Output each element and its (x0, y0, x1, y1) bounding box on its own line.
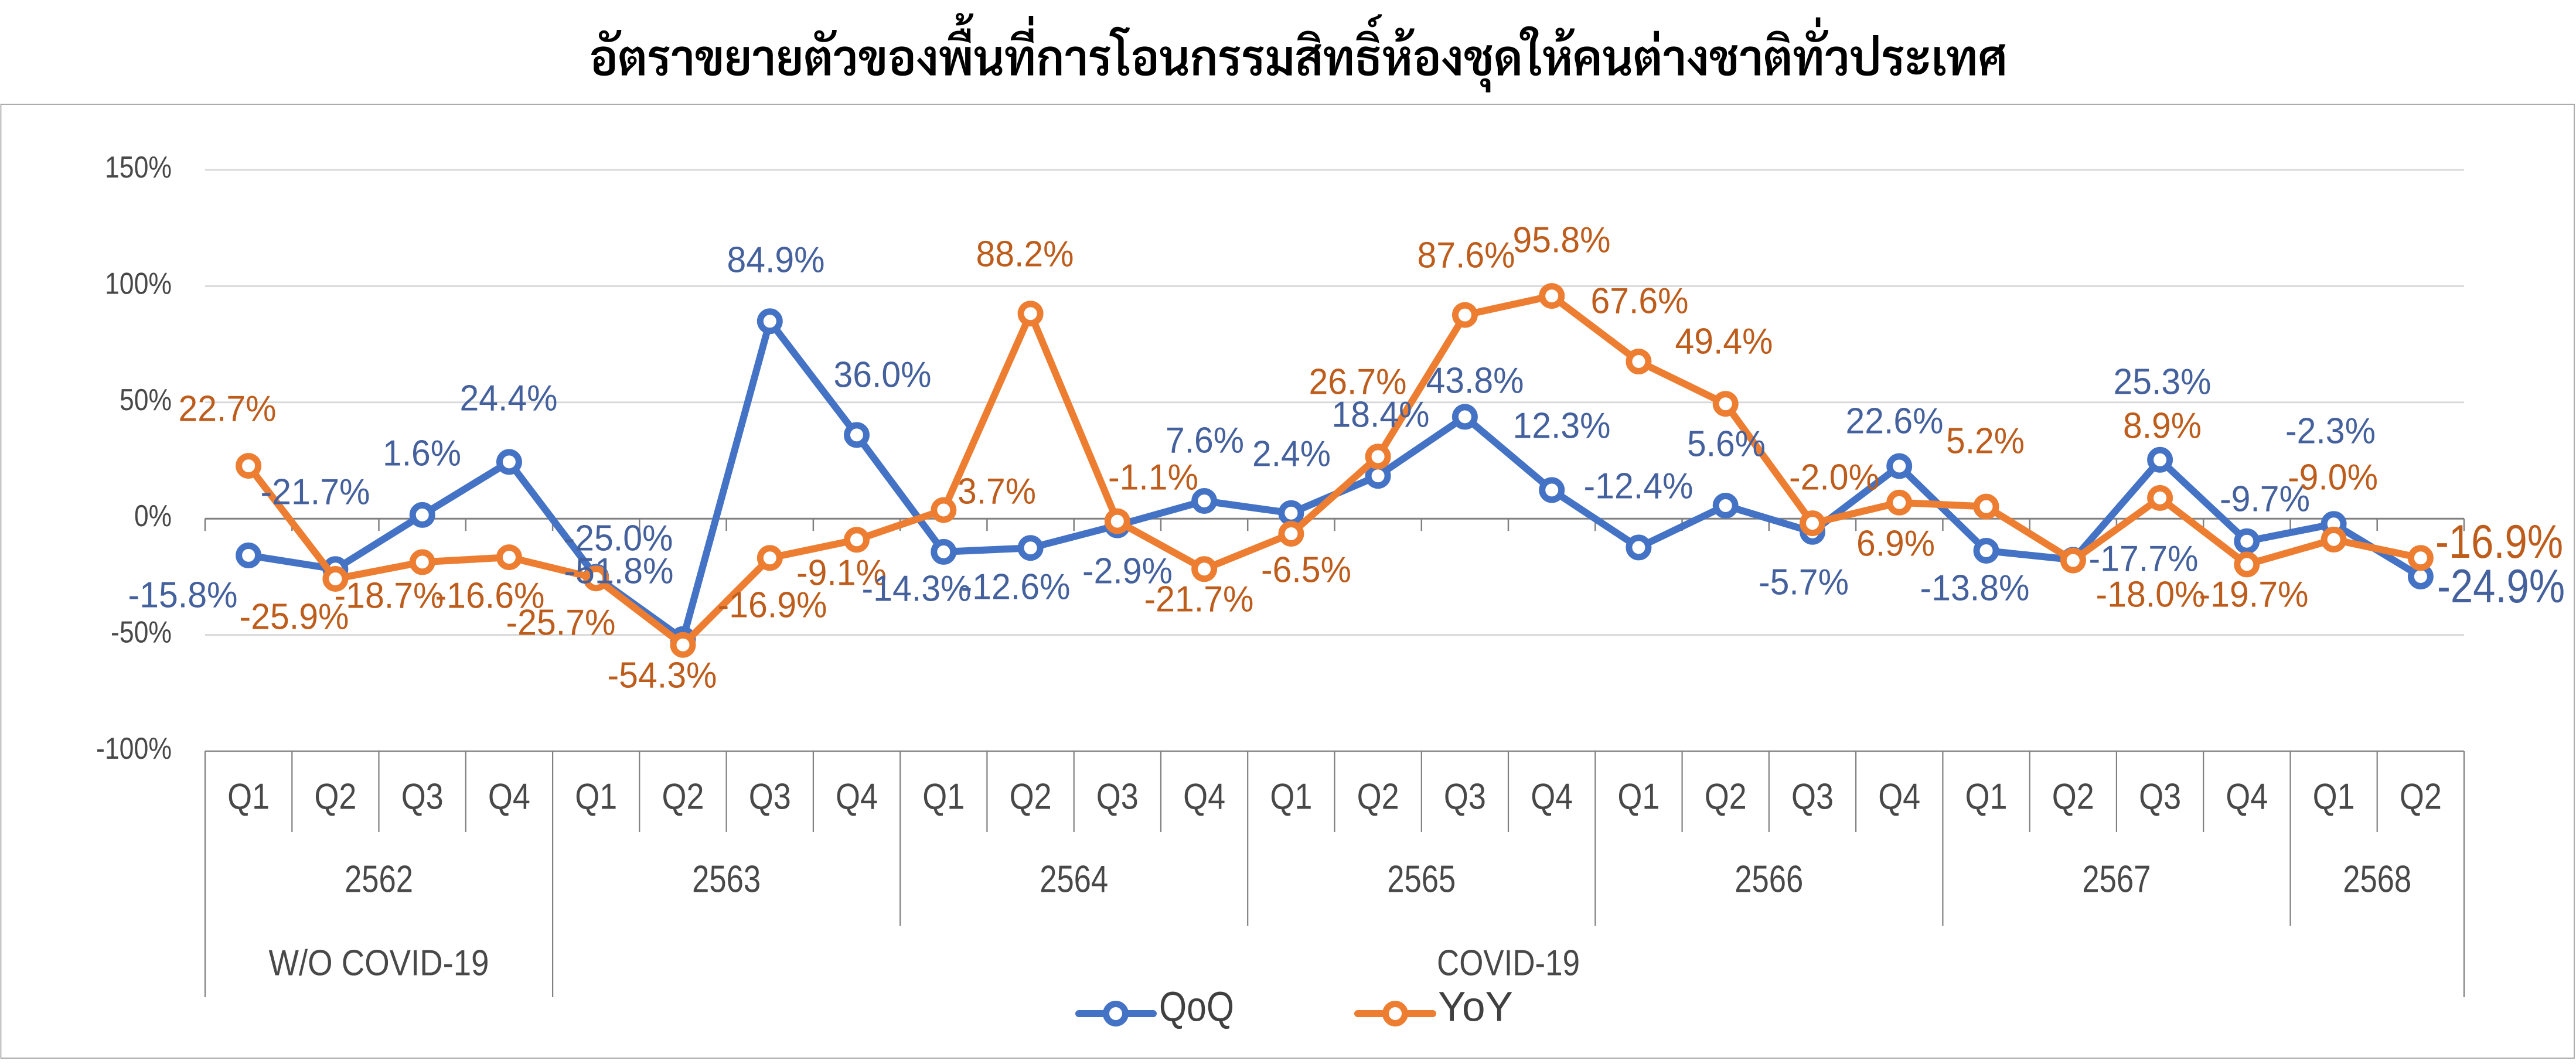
svg-text:24.4%: 24.4% (460, 378, 558, 419)
svg-text:-5.7%: -5.7% (1759, 562, 1849, 603)
svg-text:87.6%: 87.6% (1418, 236, 1515, 276)
svg-text:Q1: Q1 (1270, 777, 1312, 817)
svg-text:Q2: Q2 (314, 777, 356, 817)
svg-text:84.9%: 84.9% (727, 240, 825, 281)
svg-text:50%: 50% (120, 383, 172, 417)
svg-text:Q2: Q2 (662, 777, 704, 817)
svg-text:Q2: Q2 (1705, 777, 1747, 817)
svg-text:-9.7%: -9.7% (2220, 479, 2310, 520)
svg-text:5.2%: 5.2% (1946, 421, 2025, 462)
svg-text:Q1: Q1 (575, 777, 617, 817)
svg-text:-51.8%: -51.8% (564, 551, 674, 592)
svg-text:Q1: Q1 (1965, 777, 2008, 817)
svg-text:-25.0%: -25.0% (564, 519, 673, 559)
svg-text:-12.4%: -12.4% (1584, 466, 1694, 507)
svg-text:100%: 100% (105, 266, 172, 300)
svg-text:12.3%: 12.3% (1513, 406, 1611, 446)
svg-text:Q3: Q3 (1444, 777, 1486, 817)
svg-text:7.6%: 7.6% (1166, 421, 1244, 461)
svg-text:22.7%: 22.7% (179, 389, 277, 429)
svg-text:25.3%: 25.3% (2114, 362, 2212, 403)
svg-text:-100%: -100% (96, 731, 172, 765)
svg-text:-21.7%: -21.7% (261, 472, 370, 513)
svg-text:Q3: Q3 (749, 777, 791, 817)
svg-text:36.0%: 36.0% (834, 355, 932, 395)
svg-text:Q4: Q4 (2226, 777, 2268, 817)
svg-text:49.4%: 49.4% (1675, 322, 1773, 362)
svg-text:-14.3%: -14.3% (862, 569, 972, 609)
svg-text:-12.6%: -12.6% (961, 567, 1071, 608)
svg-text:-13.8%: -13.8% (1920, 568, 2030, 609)
svg-text:-15.8%: -15.8% (128, 575, 238, 616)
svg-text:2567: 2567 (2082, 858, 2151, 901)
svg-text:88.2%: 88.2% (976, 234, 1074, 275)
svg-text:6.9%: 6.9% (1856, 524, 1935, 564)
svg-text:43.8%: 43.8% (1426, 361, 1524, 401)
svg-text:-16.9%: -16.9% (718, 585, 827, 626)
svg-text:Q4: Q4 (1878, 777, 1920, 817)
svg-text:Q4: Q4 (836, 777, 878, 817)
svg-text:Q3: Q3 (1096, 777, 1139, 817)
svg-text:-9.0%: -9.0% (2288, 458, 2378, 498)
svg-text:-6.5%: -6.5% (1261, 550, 1351, 591)
svg-text:-54.3%: -54.3% (608, 656, 717, 696)
svg-text:3.7%: 3.7% (958, 472, 1036, 512)
svg-text:-21.7%: -21.7% (1144, 579, 1254, 620)
svg-text:-18.0%: -18.0% (2096, 575, 2206, 615)
svg-text:YoY: YoY (1438, 984, 1513, 1031)
svg-text:Q2: Q2 (1010, 777, 1052, 817)
svg-text:Q2: Q2 (2400, 777, 2442, 817)
svg-text:Q1: Q1 (227, 777, 270, 817)
svg-text:-1.1%: -1.1% (1108, 458, 1198, 498)
svg-text:Q3: Q3 (1791, 777, 1834, 817)
svg-text:-16.9%: -16.9% (2435, 516, 2563, 568)
svg-text:2568: 2568 (2343, 858, 2411, 901)
svg-text:8.9%: 8.9% (2123, 406, 2202, 446)
svg-text:-17.7%: -17.7% (2089, 539, 2199, 579)
svg-text:1.6%: 1.6% (383, 434, 461, 474)
svg-text:-2.3%: -2.3% (2285, 411, 2376, 452)
svg-text:Q1: Q1 (2313, 777, 2355, 817)
svg-text:Q1: Q1 (1617, 777, 1660, 817)
svg-text:26.7%: 26.7% (1309, 362, 1407, 403)
svg-text:-19.7%: -19.7% (2199, 575, 2309, 615)
svg-text:2564: 2564 (1040, 858, 1108, 901)
svg-text:2566: 2566 (1735, 858, 1803, 901)
svg-text:0%: 0% (134, 499, 172, 533)
svg-text:95.8%: 95.8% (1513, 220, 1611, 261)
svg-text:Q1: Q1 (922, 777, 965, 817)
svg-text:COVID-19: COVID-19 (1437, 943, 1580, 984)
svg-text:W/O COVID-19: W/O COVID-19 (269, 943, 489, 984)
svg-text:-16.6%: -16.6% (435, 576, 545, 616)
svg-text:Q4: Q4 (1183, 777, 1225, 817)
svg-text:-25.7%: -25.7% (506, 603, 616, 643)
svg-text:67.6%: 67.6% (1591, 281, 1689, 322)
svg-text:Q4: Q4 (488, 777, 530, 817)
svg-text:-9.1%: -9.1% (796, 553, 887, 594)
svg-text:-2.9%: -2.9% (1082, 551, 1173, 592)
svg-text:-18.7%: -18.7% (335, 576, 444, 616)
svg-text:5.6%: 5.6% (1687, 424, 1766, 465)
svg-text:-2.0%: -2.0% (1789, 458, 1879, 498)
svg-text:-24.9%: -24.9% (2437, 560, 2565, 613)
svg-text:Q3: Q3 (401, 777, 444, 817)
svg-text:22.6%: 22.6% (1846, 401, 1944, 442)
svg-text:2.4%: 2.4% (1252, 434, 1331, 475)
svg-text:-50%: -50% (111, 615, 172, 649)
svg-text:2563: 2563 (692, 858, 761, 901)
svg-text:Q2: Q2 (1357, 777, 1399, 817)
svg-text:Q3: Q3 (2139, 777, 2181, 817)
svg-text:2565: 2565 (1387, 858, 1456, 901)
svg-text:Q2: Q2 (2052, 777, 2094, 817)
svg-text:150%: 150% (105, 150, 172, 184)
svg-text:QoQ: QoQ (1159, 984, 1234, 1031)
svg-text:18.4%: 18.4% (1332, 395, 1430, 435)
svg-text:Q4: Q4 (1531, 777, 1573, 817)
svg-text:2562: 2562 (345, 858, 413, 901)
svg-text:-25.9%: -25.9% (240, 597, 349, 637)
